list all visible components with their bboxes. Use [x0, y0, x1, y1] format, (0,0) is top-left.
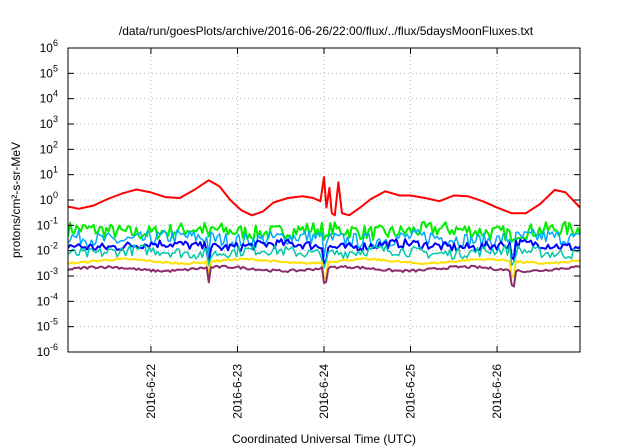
series-layer [68, 176, 580, 288]
y-tick-label: 103 [40, 114, 58, 131]
y-tick-label: 10-4 [37, 291, 58, 308]
x-tick-label: 2016-6-23 [230, 364, 244, 419]
x-axis: 2016-6-22 2016-6-23 2016-6-24 2016-6-25 2016… [144, 48, 504, 419]
x-tick-label: 2016-6-26 [490, 364, 504, 419]
y-tick-label: 106 [40, 38, 58, 55]
y-tick-label: 100 [40, 190, 58, 207]
series-line-7 [68, 264, 580, 288]
series-line-4 [68, 238, 580, 265]
y-tick-label: 101 [40, 165, 58, 182]
y-tick-label: 105 [40, 63, 58, 80]
y-tick-label: 10-6 [37, 342, 58, 359]
series-line-2 [68, 220, 580, 243]
y-tick-label: 10-3 [37, 266, 58, 283]
y-tick-label: 104 [40, 89, 58, 106]
chart-title: /data/run/goesPlots/archive/2016-06-26/2… [119, 24, 534, 38]
x-tick-label: 2016-6-24 [317, 364, 331, 419]
y-tick-label: 10-5 [37, 317, 58, 334]
x-tick-label: 2016-6-22 [144, 364, 158, 419]
y-tick-label: 10-2 [37, 241, 58, 258]
series-line-5 [68, 244, 580, 270]
series-line-1 [68, 176, 580, 217]
y-tick-label: 102 [40, 139, 58, 156]
y-tick-label: 10-1 [37, 215, 58, 232]
y-axis-label: protons/cm²-s-sr-MeV [9, 142, 23, 258]
x-tick-label: 2016-6-25 [404, 364, 418, 419]
x-axis-label: Coordinated Universal Time (UTC) [232, 432, 416, 446]
grid-lines [68, 48, 580, 352]
y-axis: 10-6 10-5 10-4 10-3 10-2 10-1 100 101 102 103 104 1… [37, 38, 580, 359]
